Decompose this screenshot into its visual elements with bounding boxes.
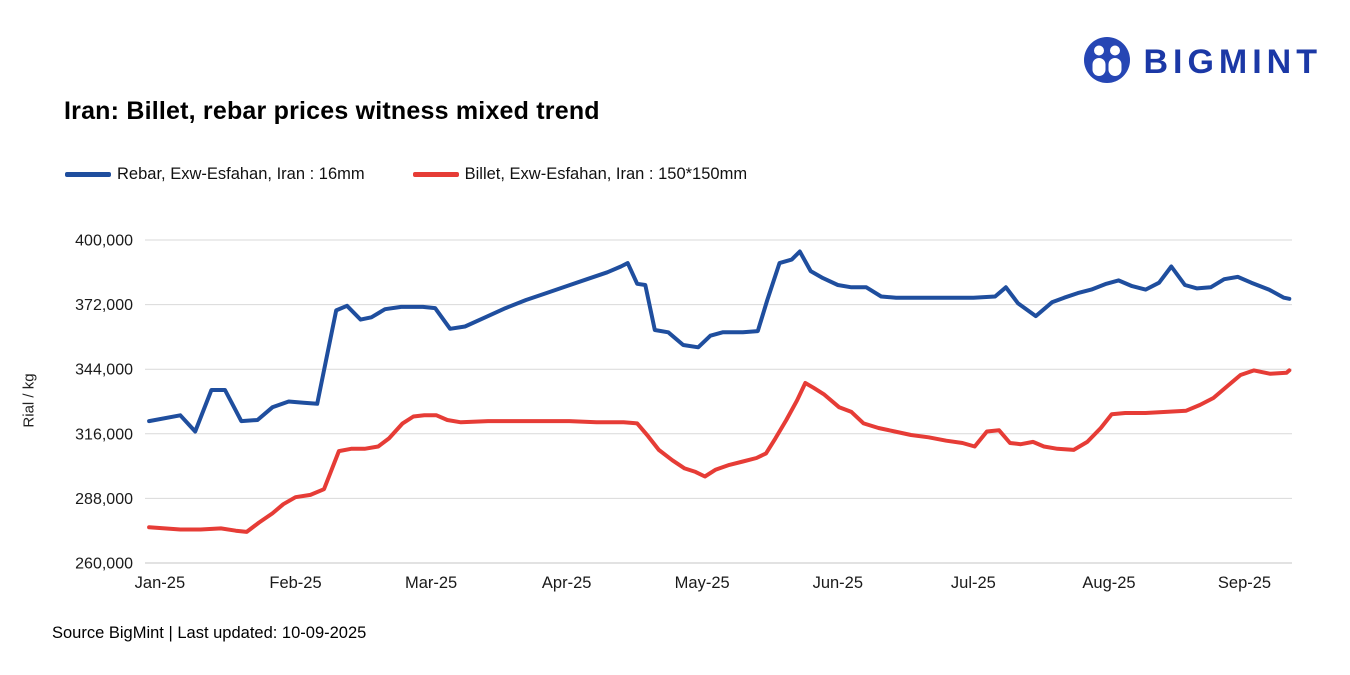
chart-legend: Rebar, Exw-Esfahan, Iran : 16mm Billet, … — [65, 165, 747, 184]
legend-label-billet: Billet, Exw-Esfahan, Iran : 150*150mm — [464, 165, 748, 183]
line-chart: 260,000 288,000 316,000 344,000 372,000 400,0… — [75, 233, 1292, 592]
svg-text:Jun-25: Jun-25 — [813, 574, 863, 592]
svg-text:May-25: May-25 — [675, 574, 730, 592]
svg-text:Apr-25: Apr-25 — [542, 574, 592, 592]
svg-text:Jul-25: Jul-25 — [951, 574, 996, 592]
svg-text:316,000: 316,000 — [75, 426, 133, 443]
svg-text:Jan-25: Jan-25 — [135, 574, 185, 592]
bigmint-logo: BIGMINT — [1083, 36, 1322, 89]
svg-text:372,000: 372,000 — [75, 297, 133, 314]
billet-line-swatch — [412, 172, 459, 177]
svg-text:400,000: 400,000 — [75, 233, 133, 250]
chart-title: Iran: Billet, rebar prices witness mixed… — [64, 97, 600, 125]
svg-text:Feb-25: Feb-25 — [269, 574, 321, 592]
rebar-line-swatch — [65, 172, 111, 177]
source-note: Source BigMint | Last updated: 10-09-202… — [52, 624, 367, 642]
legend-item-billet: Billet, Exw-Esfahan, Iran : 150*150mm — [412, 165, 748, 184]
bigmint-logo-icon — [1083, 36, 1131, 89]
svg-text:Sep-25: Sep-25 — [1218, 574, 1271, 592]
legend-item-rebar: Rebar, Exw-Esfahan, Iran : 16mm — [65, 165, 365, 184]
legend-label-rebar: Rebar, Exw-Esfahan, Iran : 16mm — [117, 165, 365, 183]
bigmint-logo-text: BIGMINT — [1143, 43, 1322, 81]
svg-text:Aug-25: Aug-25 — [1082, 574, 1135, 592]
svg-text:288,000: 288,000 — [75, 491, 133, 508]
svg-text:Mar-25: Mar-25 — [405, 574, 457, 592]
svg-text:260,000: 260,000 — [75, 556, 133, 573]
svg-text:344,000: 344,000 — [75, 362, 133, 379]
